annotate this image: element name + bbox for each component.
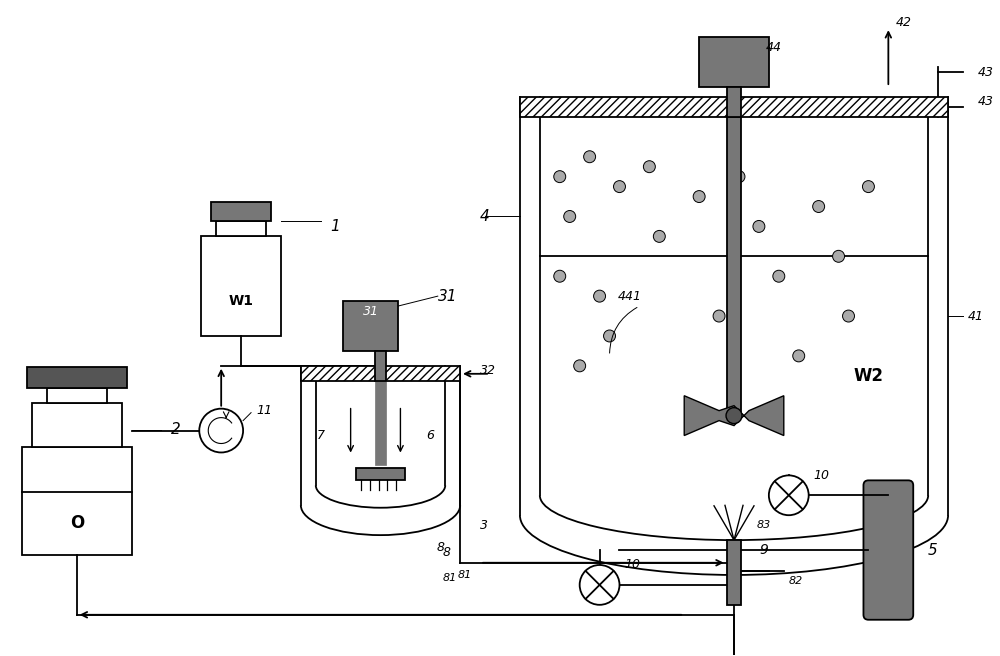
Bar	[520, 97, 948, 117]
Circle shape	[733, 171, 745, 182]
Text: 82: 82	[789, 576, 803, 586]
Bar	[32, 403, 122, 447]
Text: 43: 43	[978, 96, 994, 108]
Circle shape	[693, 191, 705, 203]
Text: 44: 44	[766, 41, 782, 54]
Circle shape	[574, 360, 586, 372]
Bar	[216, 222, 266, 236]
Circle shape	[813, 201, 825, 213]
Text: 4: 4	[480, 209, 490, 224]
Circle shape	[843, 310, 854, 322]
Text: 10: 10	[814, 469, 830, 482]
Circle shape	[753, 220, 765, 232]
Text: 6: 6	[426, 429, 434, 442]
Bar	[375, 351, 386, 380]
Circle shape	[584, 151, 596, 163]
Bar	[47, 388, 107, 403]
Bar	[343, 301, 398, 351]
Bar	[22, 447, 132, 555]
Bar	[356, 468, 405, 480]
Circle shape	[713, 310, 725, 322]
Circle shape	[833, 251, 845, 262]
Circle shape	[769, 476, 809, 515]
Text: 42: 42	[895, 16, 911, 29]
Bar	[201, 236, 281, 336]
Text: 41: 41	[968, 310, 984, 323]
Circle shape	[726, 407, 742, 424]
Circle shape	[643, 161, 655, 173]
FancyBboxPatch shape	[863, 480, 913, 620]
Text: 7: 7	[317, 429, 325, 442]
Text: 10: 10	[624, 558, 640, 571]
Circle shape	[554, 270, 566, 282]
Text: 31: 31	[438, 289, 457, 304]
Text: 441: 441	[617, 290, 641, 302]
Bar	[727, 540, 741, 605]
Text: 3: 3	[480, 519, 488, 531]
Circle shape	[594, 290, 606, 302]
Circle shape	[604, 330, 616, 342]
Text: 81: 81	[458, 569, 472, 580]
Circle shape	[580, 565, 619, 605]
Text: 8: 8	[436, 541, 444, 554]
Bar	[727, 117, 741, 416]
Bar	[211, 201, 271, 222]
Circle shape	[793, 350, 805, 362]
Text: W2: W2	[853, 367, 883, 385]
Circle shape	[614, 180, 625, 193]
Circle shape	[564, 211, 576, 222]
Text: 8: 8	[442, 546, 450, 560]
Circle shape	[862, 180, 874, 193]
Bar	[727, 87, 741, 117]
Circle shape	[773, 270, 785, 282]
Bar	[699, 37, 769, 87]
Text: W1: W1	[229, 294, 254, 308]
Text: 11: 11	[256, 404, 272, 417]
Text: 83: 83	[757, 520, 771, 530]
Circle shape	[653, 230, 665, 242]
Bar	[301, 366, 460, 380]
Circle shape	[554, 171, 566, 182]
Circle shape	[199, 409, 243, 453]
Text: 32: 32	[480, 364, 496, 377]
Polygon shape	[684, 396, 784, 436]
Bar	[27, 367, 127, 388]
Text: 5: 5	[928, 543, 938, 558]
Text: O: O	[70, 514, 84, 532]
Text: 31: 31	[363, 304, 379, 318]
Text: 1: 1	[331, 219, 340, 234]
Text: 43: 43	[978, 66, 994, 79]
Text: 9: 9	[759, 543, 768, 557]
Text: 81: 81	[443, 573, 457, 583]
Text: 2: 2	[171, 422, 181, 437]
Bar	[375, 380, 386, 465]
